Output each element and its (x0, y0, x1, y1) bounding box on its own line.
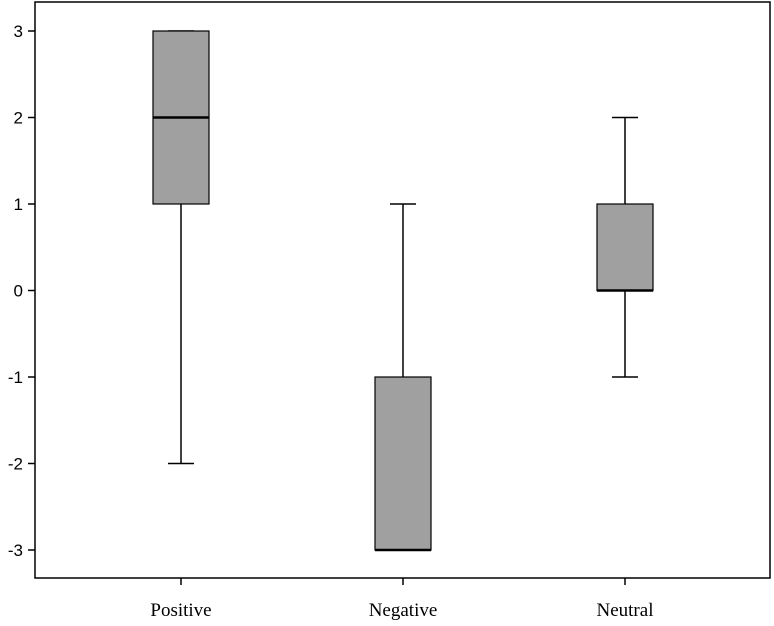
box-negative (374, 203, 432, 552)
iqr-box-neutral (596, 203, 654, 292)
y-tick-label: 1 (14, 195, 23, 214)
boxes-layer (152, 30, 654, 552)
x-axis: Positive Negative Neutral (150, 578, 653, 621)
x-tick-label-neutral: Neutral (597, 600, 654, 621)
box-neutral (596, 116, 654, 378)
y-tick-label: 0 (14, 282, 23, 301)
y-tick-label: -1 (8, 368, 23, 387)
y-tick-label: 2 (14, 109, 23, 128)
x-tick-label-negative: Negative (369, 600, 438, 621)
box-positive (152, 30, 210, 465)
y-tick-label: -3 (8, 541, 23, 560)
y-tick-label: 3 (14, 22, 23, 41)
y-axis: 3 2 1 0 -1 -2 -3 (8, 22, 35, 560)
y-tick-label: -2 (8, 455, 23, 474)
x-tick-label-positive: Positive (150, 600, 211, 621)
iqr-box-negative (374, 376, 432, 551)
